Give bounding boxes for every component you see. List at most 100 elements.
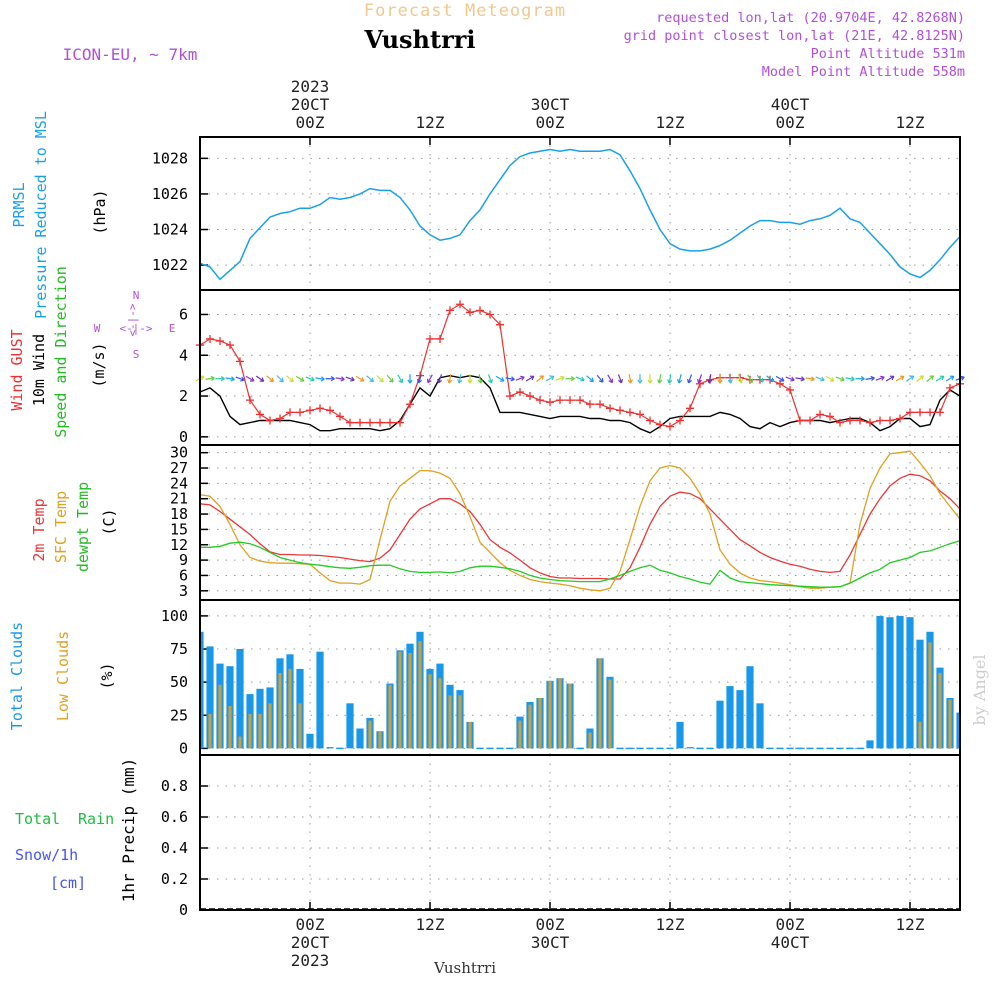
low-cloud-bar [208, 713, 212, 749]
top-time-label: 40CT [771, 95, 810, 114]
low-cloud-bar [408, 653, 412, 749]
gust-marker [606, 404, 614, 413]
arrow-head [340, 376, 345, 382]
gust-marker [896, 414, 904, 423]
total-rain-label-2: Rain [78, 810, 114, 828]
arrow-head [667, 379, 673, 384]
wind-direction-arrow [525, 375, 535, 382]
wind-dir-label: Speed and Direction [52, 266, 70, 438]
gust-marker [316, 404, 324, 413]
arrow-shaft [245, 375, 255, 382]
arrow-head [647, 379, 653, 384]
wind-unit: (m/s) [90, 342, 108, 387]
arrow-head [929, 375, 934, 380]
arrow-shaft [926, 375, 934, 383]
bottom-time-label: 30CT [531, 933, 570, 952]
arrow-head [417, 378, 422, 384]
arrow-shaft [555, 376, 565, 381]
wind-direction-arrow [235, 376, 245, 382]
compass-n: N [133, 289, 140, 302]
top-time-label: 00Z [536, 113, 565, 132]
dewpt-line [200, 540, 961, 588]
arrow-shaft [668, 374, 672, 384]
arrow-shaft [545, 375, 555, 382]
pressure-line [199, 148, 961, 281]
arrow-head [467, 379, 473, 384]
wind-direction-arrow [545, 375, 555, 382]
compass-s: S [133, 348, 140, 361]
gust-marker [266, 416, 274, 425]
arrow-shaft [487, 374, 493, 384]
gust-marker [546, 398, 554, 407]
gust-marker [296, 408, 304, 417]
wind-direction-arrow [417, 374, 423, 384]
y-tick-label: 50 [170, 673, 188, 691]
low-cloud-bar [928, 642, 932, 749]
total-cloud-bar [956, 712, 960, 749]
wind-direction-arrow [366, 375, 374, 383]
wind-direction-arrow [795, 376, 805, 382]
arrow-head [240, 376, 245, 382]
arrow-head [909, 375, 915, 381]
arrow-head [520, 375, 525, 381]
y-tick-label: 21 [170, 490, 188, 508]
gust-marker [646, 416, 654, 425]
arrow-shaft [315, 377, 325, 380]
low-cloud-bar [288, 668, 292, 749]
gust-marker [916, 408, 924, 417]
gust-marker [276, 414, 284, 423]
wind-direction-arrow [697, 374, 703, 384]
wind-direction-arrow [667, 374, 673, 384]
gust-marker [876, 416, 884, 425]
low-cloud-bar [298, 703, 302, 749]
arrow-head [627, 379, 633, 384]
gust-marker [846, 416, 854, 425]
low-cloud-bar [548, 680, 552, 749]
gust-marker [376, 418, 384, 427]
gust-marker [656, 420, 664, 429]
y-tick-label: 15 [170, 520, 188, 538]
wind-direction-arrow [756, 374, 764, 383]
bottom-time-label: 40CT [771, 933, 810, 952]
wind-direction-arrow [215, 375, 225, 382]
y-tick-label: 0.4 [161, 839, 188, 857]
wind-direction-arrow [707, 374, 713, 384]
arrow-head [870, 375, 875, 382]
gust-marker [676, 416, 684, 425]
wind-direction-arrow [727, 374, 733, 384]
y-tick-label: 3 [179, 582, 188, 600]
top-time-label: 00Z [296, 113, 325, 132]
total-cloud-bar [746, 666, 754, 749]
top-time-label: 12Z [656, 113, 685, 132]
y-tick-label: 6 [179, 305, 188, 323]
total-cloud-bar [306, 733, 314, 749]
low-cloud-bar [428, 674, 432, 749]
low-cloud-bar [918, 721, 922, 749]
arrow-shaft [386, 374, 394, 383]
arrow-shaft [795, 377, 805, 380]
wind-direction-arrow [825, 375, 835, 382]
arrow-head [289, 377, 294, 383]
wind-direction-arrow [785, 376, 795, 382]
arrow-head [560, 375, 565, 381]
gust-marker [786, 385, 794, 394]
arrow-shaft [885, 375, 895, 382]
total-cloud-bar [206, 646, 214, 749]
arrow-head [488, 378, 493, 384]
y-tick-label: 6 [179, 566, 188, 584]
arrow-shaft [766, 375, 774, 383]
wind-direction-arrow [477, 374, 483, 384]
model-label: ICON-EU, ~ 7km [63, 45, 198, 64]
bottom-time-label: 00Z [536, 915, 565, 934]
grid-point-coords: grid point closest lon,lat (21E, 42.8125… [624, 28, 965, 44]
pressure-unit: (hPa) [91, 189, 109, 234]
arrow-shaft [895, 375, 905, 382]
wind-direction-arrow [355, 375, 365, 382]
arrow-head [477, 379, 483, 384]
gust-marker [796, 416, 804, 425]
total-cloud-bar [686, 747, 694, 749]
arrow-shaft [865, 377, 875, 380]
wind-direction-arrow [495, 375, 505, 382]
wind-direction-arrow [627, 374, 633, 384]
gust-marker [906, 408, 914, 417]
